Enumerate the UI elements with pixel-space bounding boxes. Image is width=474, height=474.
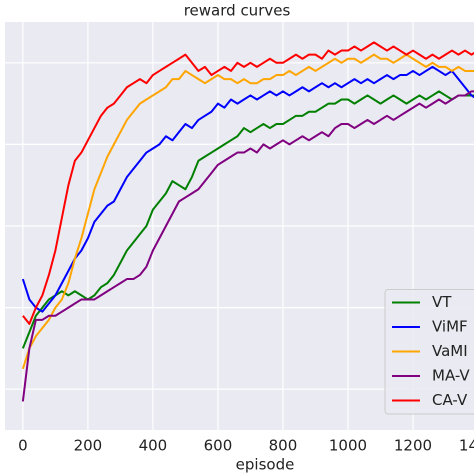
legend-label: VaMI — [432, 342, 468, 360]
legend-label: MA-V — [432, 367, 470, 385]
series-line — [21, 65, 474, 313]
x-tick-label: 1400 — [459, 437, 474, 455]
legend-box — [384, 289, 474, 415]
x-tick-label: 800 — [269, 437, 298, 455]
legend: VT ViMF VaMI MA-V CA-V — [384, 289, 474, 415]
legend-label: CA-V — [432, 391, 468, 409]
x-axis-label: episode — [236, 456, 295, 474]
series-line — [21, 90, 474, 402]
x-tick-label: 0 — [18, 437, 28, 455]
series-line — [22, 41, 474, 325]
legend-label: ViMF — [432, 318, 468, 336]
x-tick-label: 1200 — [394, 437, 432, 455]
series-line — [21, 90, 474, 349]
x-tick-label: 200 — [74, 437, 103, 455]
x-tick-label: 600 — [204, 437, 233, 455]
x-tick-label: 400 — [139, 437, 168, 455]
legend-label: VT — [432, 293, 452, 311]
chart-title: reward curves — [184, 2, 291, 20]
x-tick-label: 1000 — [329, 437, 367, 455]
series-line — [21, 53, 474, 370]
